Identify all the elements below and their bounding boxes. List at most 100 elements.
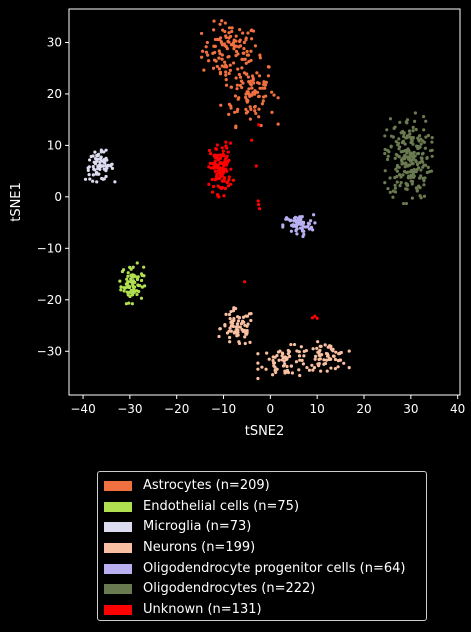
data-point [224,70,228,74]
data-point [289,229,293,233]
legend-label: Oligodendrocytes (n=222) [143,581,316,597]
data-point [272,361,277,365]
data-point [391,195,395,199]
data-point [234,76,238,80]
data-point [220,161,224,165]
data-point [231,178,235,182]
data-point [244,107,248,111]
data-point [130,280,134,284]
data-point [259,123,263,128]
data-point [273,355,277,359]
data-point [224,155,228,160]
data-point [95,153,99,158]
data-point [316,340,320,344]
data-point [414,186,418,190]
data-point [225,65,229,69]
data-point [401,201,406,206]
data-point [233,110,237,114]
data-point [220,154,224,158]
data-point [402,162,406,166]
data-point [213,159,217,164]
legend-item: Oligodendrocytes (n=222) [104,579,420,600]
data-point [227,31,231,35]
data-point [420,152,425,156]
data-point [256,199,260,203]
data-point [294,223,298,228]
data-point [244,332,249,336]
data-point [212,165,216,169]
data-point [309,219,313,223]
data-point [226,150,230,154]
data-point [316,350,320,354]
data-point [258,53,262,57]
legend-item: Endothelial cells (n=75) [104,497,420,518]
data-point [397,155,401,159]
data-point [212,44,216,48]
data-point [225,180,229,184]
data-point [245,314,250,318]
data-point [393,125,397,129]
data-point [110,166,115,170]
data-point [405,151,409,155]
points-layer [83,19,434,381]
data-point [232,43,236,48]
data-point [228,326,232,330]
data-point [399,131,403,135]
data-point [223,21,227,25]
data-point [93,150,97,154]
data-point [227,26,232,30]
data-point [405,136,409,140]
data-point [430,148,434,152]
data-point [334,350,338,354]
legend-swatch [104,522,132,533]
data-point [383,181,387,185]
data-point [212,58,217,62]
data-point [407,163,411,167]
data-point [236,333,240,337]
data-point [137,289,141,294]
data-point [235,109,239,114]
data-point [131,285,136,289]
data-point [252,81,256,85]
data-point [396,141,401,145]
data-point [228,340,232,344]
data-point [322,358,326,362]
data-point [122,286,126,290]
data-point [264,367,268,371]
data-point [425,156,429,160]
data-point [243,335,247,339]
data-point [227,312,232,317]
data-point [230,29,234,34]
data-point [202,68,206,72]
data-point [218,37,222,42]
data-point [244,38,248,42]
data-point [236,97,240,101]
data-point [289,342,293,347]
data-point [229,43,233,47]
data-point [237,72,241,77]
data-point [232,316,236,321]
data-point [216,164,220,169]
data-point [135,277,140,282]
data-point [311,368,315,372]
data-point [276,96,280,100]
data-point [383,147,387,152]
data-point [91,173,95,177]
data-point [336,365,340,369]
data-point [101,177,105,181]
data-point [419,168,423,172]
data-point [257,123,261,127]
data-point [119,285,123,289]
data-point [406,147,410,151]
data-point [231,41,236,45]
data-point [250,28,254,32]
data-point [347,349,351,353]
data-point [220,43,224,47]
data-point [405,187,409,191]
data-point [245,90,249,94]
data-point [255,81,260,85]
data-point [253,104,257,109]
data-point [242,40,246,45]
data-point [131,293,135,297]
